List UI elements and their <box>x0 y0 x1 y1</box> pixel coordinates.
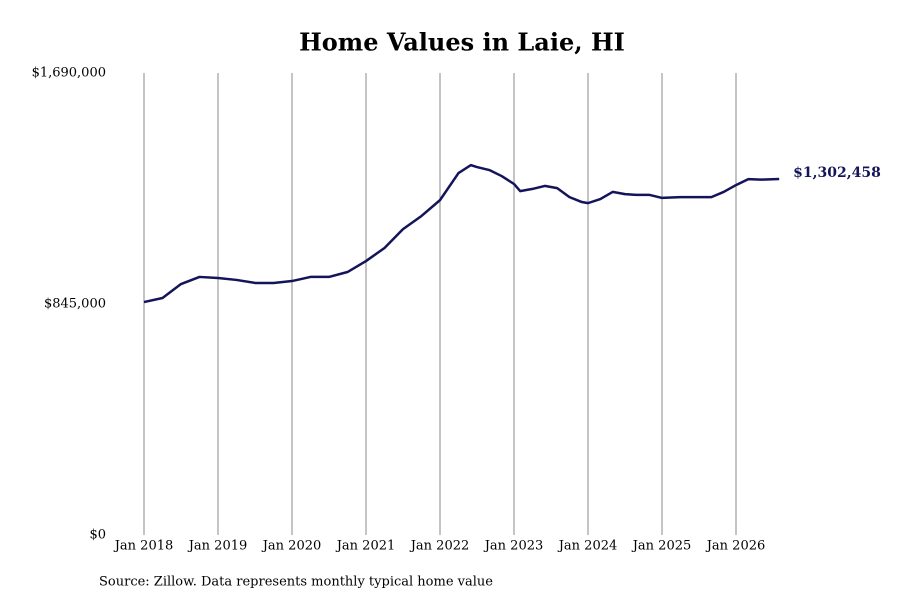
value-label: $1,302,458 <box>793 165 881 181</box>
x-tick-label: Jan 2018 <box>113 539 174 554</box>
source-note: Source: Zillow. Data represents monthly … <box>99 575 493 590</box>
y-tick-label: $1,690,000 <box>32 66 106 81</box>
line-series <box>143 163 780 304</box>
x-tick-label: Jan 2022 <box>409 539 470 554</box>
x-tick-label: Jan 2019 <box>187 539 248 554</box>
x-tick-label: Jan 2025 <box>631 539 692 554</box>
x-tick-label: Jan 2020 <box>261 539 322 554</box>
x-tick-label: Jan 2021 <box>335 539 396 554</box>
y-tick-label: $845,000 <box>44 297 106 312</box>
x-tick-label: Jan 2024 <box>557 539 618 554</box>
y-tick-label: $0 <box>89 528 106 543</box>
x-tick-label: Jan 2026 <box>705 539 766 554</box>
x-tick-label: Jan 2023 <box>483 539 544 554</box>
chart-title: Home Values in Laie, HI <box>299 28 625 57</box>
